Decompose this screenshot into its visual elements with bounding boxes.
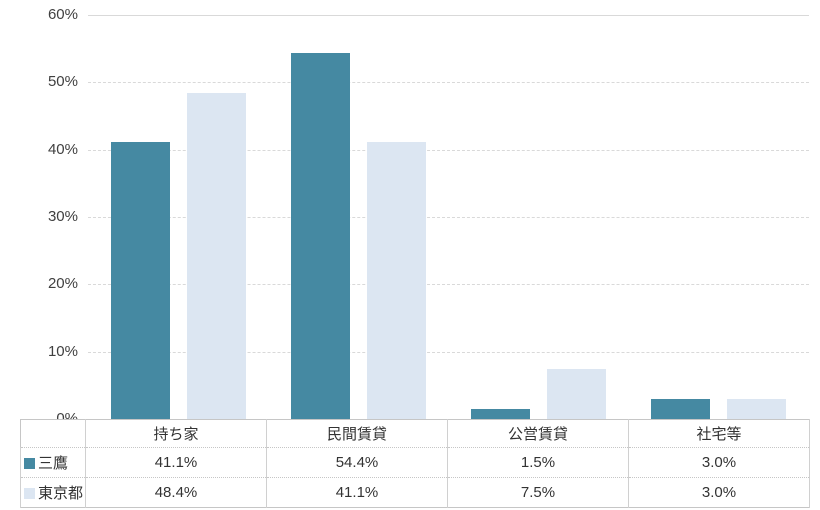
table-corner-cell <box>20 419 86 448</box>
gridline-40 <box>88 149 809 151</box>
series1-swatch-icon <box>24 458 35 469</box>
bar-三鷹-民間賃貸 <box>290 52 350 419</box>
table-value: 41.1% <box>85 447 267 478</box>
bar-東京都-社宅等 <box>727 398 787 419</box>
table-value: 3.0% <box>628 447 810 478</box>
series-name: 東京都 <box>38 485 84 502</box>
y-axis-tick-label: 30% <box>47 208 78 225</box>
bar-group-4 <box>629 15 809 419</box>
category-label: 民間賃貸 <box>266 419 448 448</box>
bar-groups <box>88 15 809 419</box>
series-name: 三鷹 <box>38 455 69 472</box>
y-axis-tick-label: 20% <box>47 275 78 293</box>
gridline-60 <box>88 15 809 16</box>
gridline-20 <box>88 284 809 286</box>
table-row: 三鷹 41.1% 54.4% 1.5% 3.0% <box>20 447 810 478</box>
table-value: 1.5% <box>447 447 629 478</box>
table-header-row: 持ち家 民間賃貸 公営賃貸 社宅等 <box>20 419 810 448</box>
y-axis-tick-label: 40% <box>47 140 78 158</box>
y-axis-tick-label: 60% <box>47 6 78 23</box>
category-label: 公営賃貸 <box>447 419 629 448</box>
bar-東京都-民間賃貸 <box>366 142 426 419</box>
bar-三鷹-持ち家 <box>110 142 170 419</box>
gridline-30 <box>88 217 809 218</box>
bar-group-2 <box>268 15 448 419</box>
plot-area <box>88 15 809 419</box>
category-label: 社宅等 <box>628 419 810 448</box>
table-value: 54.4% <box>266 447 448 478</box>
legend-cell: 東京都 <box>20 477 86 508</box>
category-label: 持ち家 <box>85 419 267 448</box>
bar-東京都-持ち家 <box>186 93 246 419</box>
table-value: 7.5% <box>447 477 629 508</box>
table-value: 48.4% <box>85 477 267 508</box>
legend-cell: 三鷹 <box>20 447 86 478</box>
table-value: 41.1% <box>266 477 448 508</box>
table-value: 3.0% <box>628 477 810 508</box>
y-axis-tick-label: 50% <box>47 73 78 91</box>
series2-swatch-icon <box>24 488 35 499</box>
gridline-50 <box>88 82 809 84</box>
data-table: 持ち家 民間賃貸 公営賃貸 社宅等 三鷹 41.1% 54.4% 1.5% 3.… <box>20 419 810 508</box>
bar-三鷹-公営賃貸 <box>471 408 531 419</box>
bar-東京都-公営賃貸 <box>547 368 607 419</box>
y-axis-tick-label: 10% <box>47 342 78 360</box>
gridline-10 <box>88 351 809 353</box>
bar-group-3 <box>449 15 629 419</box>
bar-group-1 <box>88 15 268 419</box>
y-axis-labels: 0% 10% 20% 30% 40% 50% 60% <box>0 6 78 427</box>
table-row: 東京都 48.4% 41.1% 7.5% 3.0% <box>20 477 810 508</box>
bar-三鷹-社宅等 <box>651 398 711 419</box>
